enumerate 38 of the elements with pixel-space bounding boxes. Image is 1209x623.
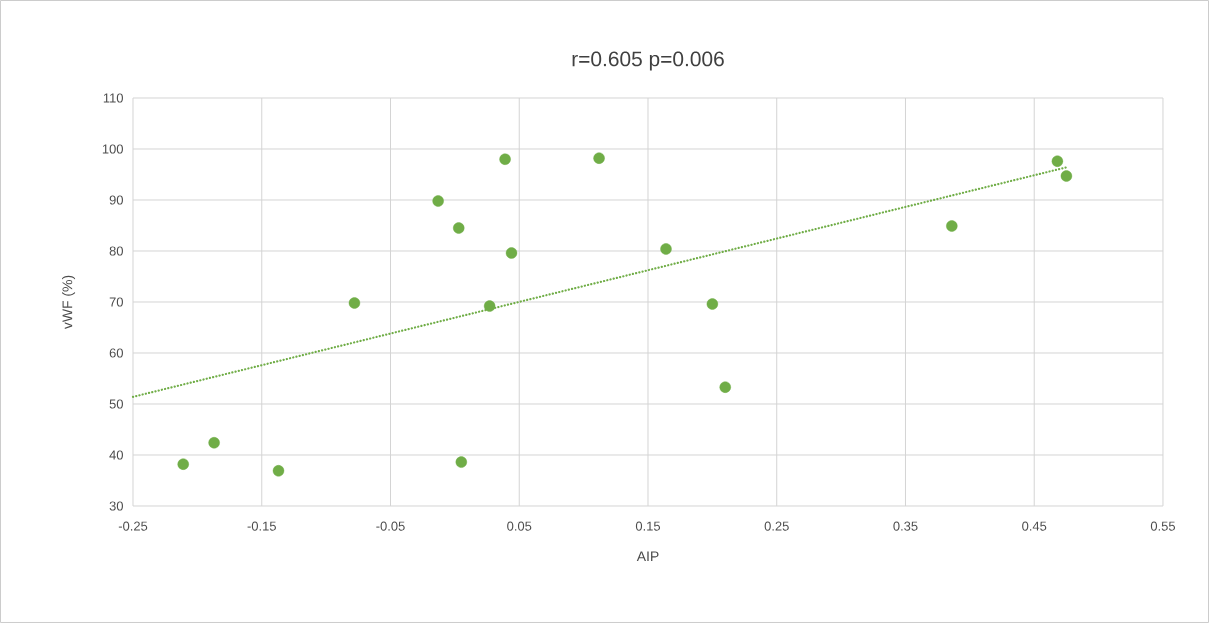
x-tick-label: 0.55 <box>1150 521 1176 531</box>
point <box>432 195 444 207</box>
point <box>272 465 285 477</box>
point <box>208 437 220 449</box>
x-tick-label: 0.15 <box>635 521 661 531</box>
point <box>706 298 719 310</box>
y-axis-title: vWF (%) <box>62 275 76 330</box>
point <box>946 220 958 232</box>
point <box>1060 170 1073 182</box>
y-tick-label: 80 <box>109 246 123 256</box>
y-tick-label: 110 <box>103 93 123 103</box>
y-tick-label: 100 <box>102 144 123 154</box>
x-tick-label: -0.15 <box>247 521 276 531</box>
y-tick-label: 70 <box>109 297 123 307</box>
x-axis-title: AIP <box>636 551 659 562</box>
x-tick-label: 0.25 <box>764 521 789 531</box>
point <box>719 381 731 393</box>
point <box>177 458 189 470</box>
y-tick-label: 60 <box>109 348 123 358</box>
x-tick-label: 0.45 <box>1022 521 1047 531</box>
y-tick-label: 30 <box>109 501 123 511</box>
point <box>455 456 468 468</box>
point <box>348 297 361 309</box>
point <box>1051 155 1064 167</box>
chart-title: r=0.605 p=0.006 <box>572 51 724 71</box>
y-tick-label: 90 <box>109 195 123 205</box>
y-tick-label: 40 <box>109 450 123 460</box>
point <box>505 247 518 259</box>
x-tick-label: 0.05 <box>507 521 532 531</box>
x-tick-label: 0.35 <box>893 521 918 531</box>
point <box>453 222 465 234</box>
y-tick-label: 50 <box>109 399 123 409</box>
point <box>660 243 672 255</box>
x-tick-label: -0.05 <box>376 521 405 531</box>
point <box>593 152 605 164</box>
point <box>483 300 496 312</box>
x-tick-label: -0.25 <box>118 521 148 531</box>
point <box>499 153 511 165</box>
